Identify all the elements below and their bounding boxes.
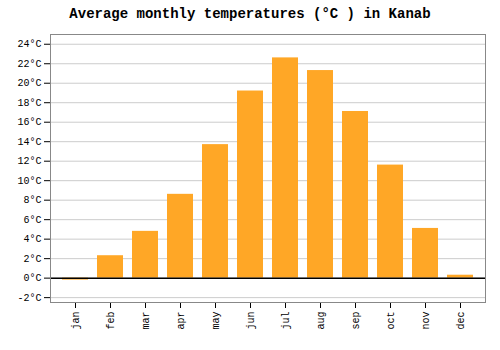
svg-text:14°C: 14°C — [17, 137, 41, 148]
svg-text:18°C: 18°C — [17, 98, 41, 109]
svg-text:24°C: 24°C — [17, 39, 41, 50]
svg-text:jul: jul — [281, 312, 292, 330]
svg-text:20°C: 20°C — [17, 78, 41, 89]
svg-text:aug: aug — [316, 312, 327, 330]
svg-text:8°C: 8°C — [23, 195, 41, 206]
svg-text:22°C: 22°C — [17, 59, 41, 70]
svg-text:dec: dec — [456, 312, 467, 330]
svg-text:oct: oct — [386, 312, 397, 330]
svg-text:may: may — [211, 312, 222, 330]
svg-text:sep: sep — [351, 312, 362, 330]
svg-text:6°C: 6°C — [23, 215, 41, 226]
svg-text:12°C: 12°C — [17, 156, 41, 167]
svg-text:apr: apr — [176, 312, 187, 330]
svg-text:0°C: 0°C — [23, 273, 41, 284]
svg-text:feb: feb — [106, 312, 117, 330]
svg-text:10°C: 10°C — [17, 176, 41, 187]
svg-text:jan: jan — [71, 312, 82, 330]
svg-text:16°C: 16°C — [17, 117, 41, 128]
svg-text:nov: nov — [421, 312, 432, 330]
svg-text:mar: mar — [141, 312, 152, 330]
svg-text:2°C: 2°C — [23, 254, 41, 265]
svg-text:jun: jun — [246, 312, 257, 330]
html-text:Average monthly temperatures (: Average monthly temperatures (°C ) in Ka… — [69, 6, 431, 22]
svg-text:4°C: 4°C — [23, 234, 41, 245]
svg-text:-2°C: -2°C — [17, 293, 41, 304]
